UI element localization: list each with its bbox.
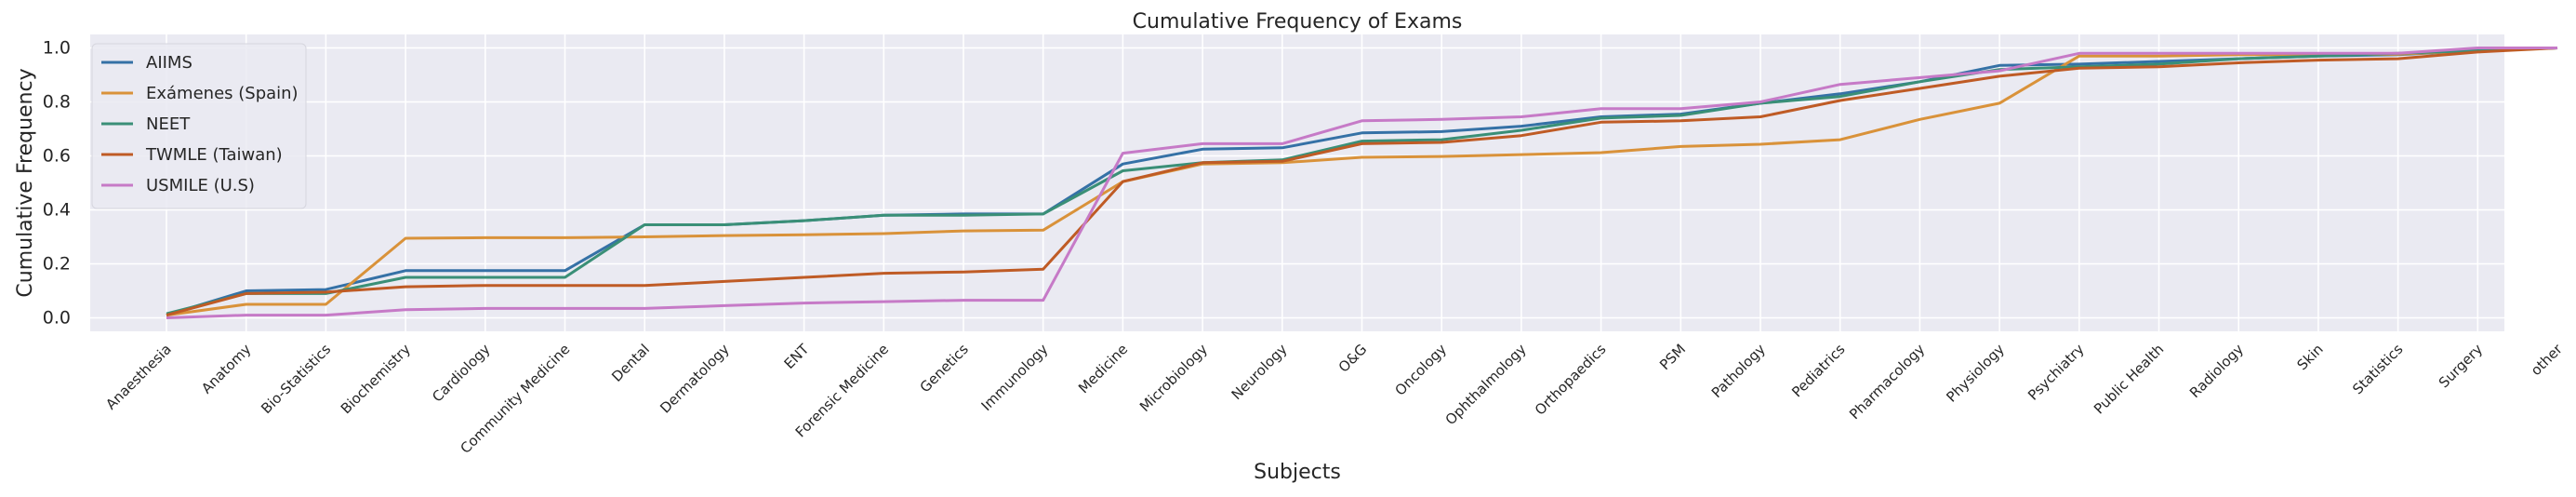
legend: AIIMS Exámenes (Spain) NEET TWMLE (Taiwan) U… <box>91 43 307 209</box>
x-tick-label: Surgery <box>2436 341 2486 391</box>
x-tick-label: O&G <box>1335 341 1371 376</box>
x-tick-label: Pediatrics <box>1788 341 1848 400</box>
x-tick-label: Anatomy <box>198 341 255 397</box>
x-tick-label: Pharmacology <box>1846 341 1928 423</box>
x-tick-label: other <box>2528 341 2567 380</box>
legend-label: NEET <box>146 114 191 134</box>
x-tick-label: Anaesthesia <box>102 341 175 413</box>
x-tick-label: Statistics <box>2349 341 2406 397</box>
chart-title: Cumulative Frequency of Exams <box>1133 10 1463 34</box>
y-axis-title: Cumulative Frequency <box>14 68 37 297</box>
series-lines <box>166 47 2558 319</box>
series-line <box>166 47 2558 317</box>
x-tick-label: Orthopaedics <box>1532 341 1610 419</box>
legend-label: USMILE (U.S) <box>146 176 255 195</box>
series-line <box>166 47 2558 317</box>
x-tick-label: Dermatology <box>657 341 733 417</box>
x-tick-label: Oncology <box>1391 341 1450 399</box>
y-tick-label: 0.4 <box>43 200 71 221</box>
x-tick-label: Microbiology <box>1136 341 1211 415</box>
plot-area <box>90 34 2504 331</box>
x-tick-label: Public Health <box>2091 341 2167 417</box>
y-tick-labels: 0.0 0.2 0.4 0.6 0.8 1.0 <box>43 38 71 329</box>
x-tick-label: Cardiology <box>429 341 494 406</box>
x-tick-label: Pathology <box>1708 341 1769 401</box>
legend-label: TWMLE (Taiwan) <box>145 145 283 165</box>
x-tick-label: Genetics <box>917 341 972 396</box>
x-tick-label: Psychiatry <box>2025 341 2088 404</box>
x-axis-title: Subjects <box>1254 461 1341 484</box>
legend-label: AIIMS <box>146 53 193 73</box>
legend-label: Exámenes (Spain) <box>146 84 299 103</box>
x-tick-label: Skin <box>2293 341 2326 373</box>
y-tick-label: 0.8 <box>43 92 71 113</box>
x-tick-label: Immunology <box>978 341 1052 414</box>
y-tick-label: 0.0 <box>43 308 71 329</box>
grid-lines <box>90 34 2558 331</box>
x-tick-label: Biochemistry <box>338 341 414 417</box>
x-tick-label: Medicine <box>1075 341 1131 396</box>
y-tick-label: 1.0 <box>43 38 71 59</box>
series-line <box>166 47 2557 319</box>
x-tick-label: Ophthalmology <box>1442 341 1530 428</box>
x-tick-label: Radiology <box>2186 341 2247 401</box>
y-tick-label: 0.2 <box>43 254 71 275</box>
y-tick-label: 0.6 <box>43 146 71 167</box>
series-line <box>166 47 2558 317</box>
x-tick-label: Neurology <box>1228 341 1291 403</box>
x-tick-label: Dental <box>608 341 653 385</box>
x-tick-label: Physiology <box>1943 341 2008 406</box>
series-line <box>166 47 2558 316</box>
x-tick-labels: Anaesthesia Anatomy Bio-Statistics Biochemi… <box>102 341 2566 457</box>
x-tick-label: PSM <box>1656 341 1689 373</box>
x-tick-label: ENT <box>781 341 813 372</box>
legend-box <box>91 43 307 209</box>
x-tick-label: Bio-Statistics <box>258 341 334 417</box>
